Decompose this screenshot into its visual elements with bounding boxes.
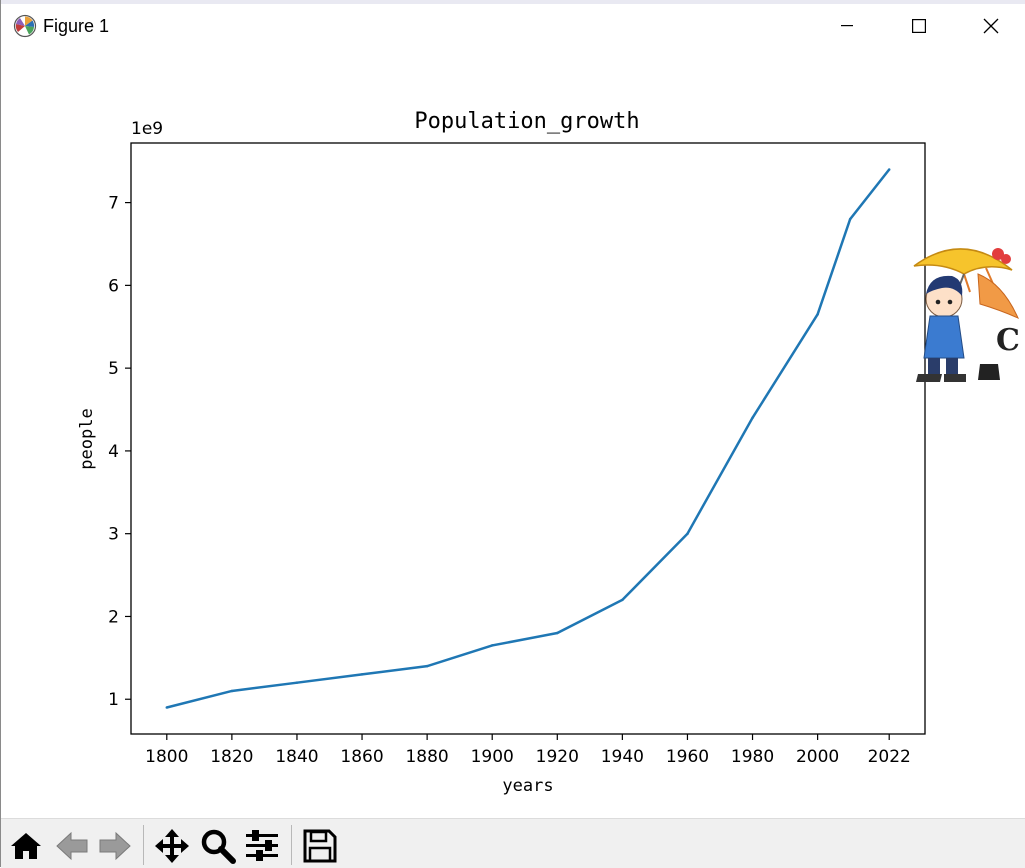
plot-frame bbox=[130, 142, 926, 735]
move-icon bbox=[154, 828, 190, 864]
minimize-button[interactable] bbox=[811, 4, 883, 48]
svg-text:C: C bbox=[996, 323, 1020, 358]
figure-canvas[interactable]: Population_growth 1e9 1800 1820 1840 1860 18… bbox=[2, 48, 1025, 818]
population-chart[interactable]: Population_growth 1e9 1800 1820 1840 1860 18… bbox=[2, 48, 1025, 818]
floppy-disk-icon bbox=[303, 829, 337, 863]
close-icon bbox=[983, 18, 999, 34]
data-point bbox=[556, 631, 559, 635]
x-tick-label: 1920 bbox=[536, 747, 579, 767]
close-button[interactable] bbox=[955, 4, 1025, 48]
series-line bbox=[166, 168, 891, 709]
data-point bbox=[686, 532, 689, 535]
y-axis: 1 2 3 4 5 6 7 bbox=[108, 194, 131, 710]
data-point bbox=[230, 689, 234, 693]
x-tick-label: 1840 bbox=[275, 747, 318, 767]
y-offset-label: 1e9 bbox=[131, 119, 163, 139]
maximize-icon bbox=[912, 19, 926, 33]
data-point bbox=[425, 664, 429, 668]
x-tick-label: 1800 bbox=[145, 747, 188, 767]
x-tick-label: 1860 bbox=[340, 747, 383, 767]
y-tick-label: 2 bbox=[108, 607, 119, 627]
series-points bbox=[165, 168, 891, 709]
x-tick-label: 2000 bbox=[796, 747, 839, 767]
save-button[interactable] bbox=[299, 825, 341, 867]
home-icon bbox=[9, 831, 43, 861]
x-tick-label: 1900 bbox=[471, 747, 514, 767]
x-axis-label: years bbox=[502, 776, 553, 796]
data-point bbox=[887, 168, 891, 171]
title-bar[interactable]: Figure 1 bbox=[1, 4, 1025, 48]
x-tick-label: 1820 bbox=[210, 747, 253, 767]
toolbar-separator bbox=[291, 825, 292, 865]
data-point bbox=[490, 644, 494, 647]
y-tick-label: 6 bbox=[108, 276, 119, 296]
data-point bbox=[751, 416, 754, 420]
x-tick-label: 2022 bbox=[868, 747, 911, 767]
arrow-left-icon bbox=[55, 831, 89, 861]
y-tick-label: 1 bbox=[108, 690, 119, 710]
arrow-right-icon bbox=[98, 831, 132, 861]
zoom-button[interactable] bbox=[197, 825, 239, 867]
y-axis-label: people bbox=[77, 408, 97, 469]
y-tick-label: 3 bbox=[108, 525, 119, 545]
sliders-icon bbox=[244, 828, 280, 864]
forward-button[interactable] bbox=[94, 825, 136, 867]
chart-title: Population_growth bbox=[414, 109, 639, 134]
anime-character-umbrella-sticker-icon: C bbox=[908, 244, 1022, 386]
pan-button[interactable] bbox=[151, 825, 193, 867]
home-button[interactable] bbox=[5, 825, 47, 867]
data-point bbox=[295, 681, 299, 684]
magnifier-icon bbox=[200, 828, 236, 864]
x-tick-label: 1960 bbox=[666, 747, 709, 767]
data-point bbox=[816, 313, 819, 316]
minimize-icon bbox=[841, 25, 853, 27]
data-point bbox=[165, 706, 169, 709]
x-tick-label: 1940 bbox=[601, 747, 644, 767]
configure-subplots-button[interactable] bbox=[241, 825, 283, 867]
navigation-toolbar bbox=[1, 818, 1025, 868]
data-point bbox=[360, 673, 364, 676]
y-tick-label: 5 bbox=[108, 359, 119, 379]
x-tick-label: 1880 bbox=[405, 747, 448, 767]
toolbar-separator bbox=[143, 825, 144, 865]
data-point bbox=[621, 598, 624, 602]
y-tick-label: 4 bbox=[108, 442, 119, 462]
matplotlib-logo-icon bbox=[13, 14, 37, 38]
y-tick-label: 7 bbox=[108, 194, 119, 214]
window-title: Figure 1 bbox=[43, 16, 110, 36]
maximize-button[interactable] bbox=[883, 4, 955, 48]
x-axis: 1800 1820 1840 1860 1880 1900 1920 1940 1960 1980… bbox=[145, 734, 911, 767]
back-button[interactable] bbox=[51, 825, 93, 867]
background-window-strip bbox=[1, 0, 1025, 6]
x-tick-label: 1980 bbox=[731, 747, 774, 767]
data-point bbox=[848, 217, 852, 221]
